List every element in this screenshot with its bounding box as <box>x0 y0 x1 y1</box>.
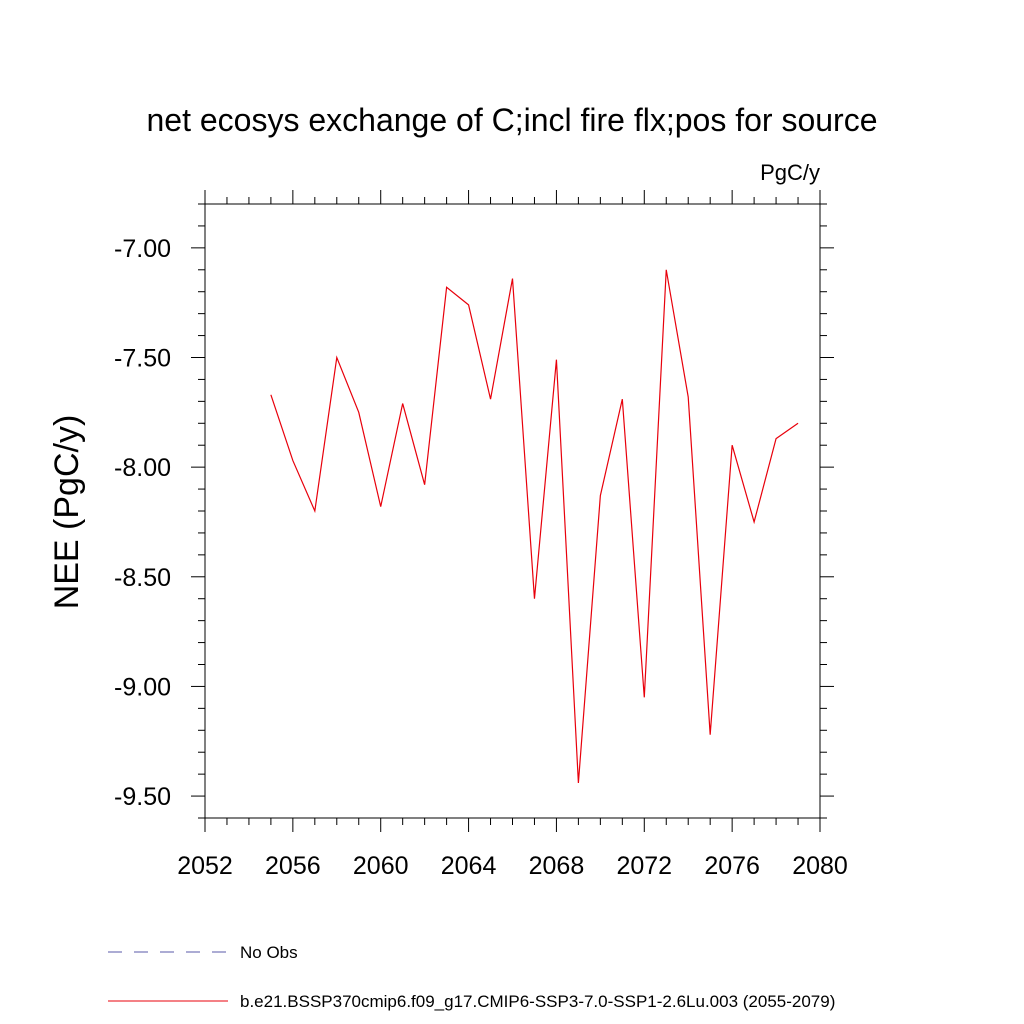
series-line-0 <box>270 269 799 783</box>
series-lines <box>270 269 799 784</box>
y-tick-labels: -9.50 -9.00 -8.50 -8.00 -7.50 -7.00 <box>114 235 171 811</box>
x-tick-label: 2076 <box>704 852 760 880</box>
legend-label-model-run: b.e21.BSSP370cmip6.f09_g17.CMIP6-SSP3-7.… <box>240 992 835 1011</box>
legend: No Obs b.e21.BSSP370cmip6.f09_g17.CMIP6-… <box>108 943 835 1011</box>
y-tick-label: -8.00 <box>114 454 171 482</box>
x-tick-label: 2064 <box>441 852 497 880</box>
chart-title: net ecosys exchange of C;incl fire flx;p… <box>146 102 877 138</box>
y-axis-label: NEE (PgC/y) <box>48 415 86 610</box>
y-tick-label: -9.00 <box>114 673 171 701</box>
x-tick-labels: 2052 2056 2060 2064 2068 2072 2076 2080 <box>177 852 848 880</box>
axis-ticks <box>191 190 834 832</box>
x-tick-label: 2060 <box>353 852 409 880</box>
x-tick-label: 2056 <box>265 852 321 880</box>
y-tick-label: -7.50 <box>114 345 171 373</box>
y-tick-label: -7.00 <box>114 235 171 263</box>
x-tick-label: 2072 <box>616 852 672 880</box>
units-label: PgC/y <box>760 160 820 185</box>
x-tick-label: 2080 <box>792 852 848 880</box>
x-tick-label: 2068 <box>529 852 585 880</box>
y-tick-label: -8.50 <box>114 564 171 592</box>
legend-label-no-obs: No Obs <box>240 943 298 962</box>
y-tick-label: -9.50 <box>114 783 171 811</box>
x-tick-label: 2052 <box>177 852 233 880</box>
